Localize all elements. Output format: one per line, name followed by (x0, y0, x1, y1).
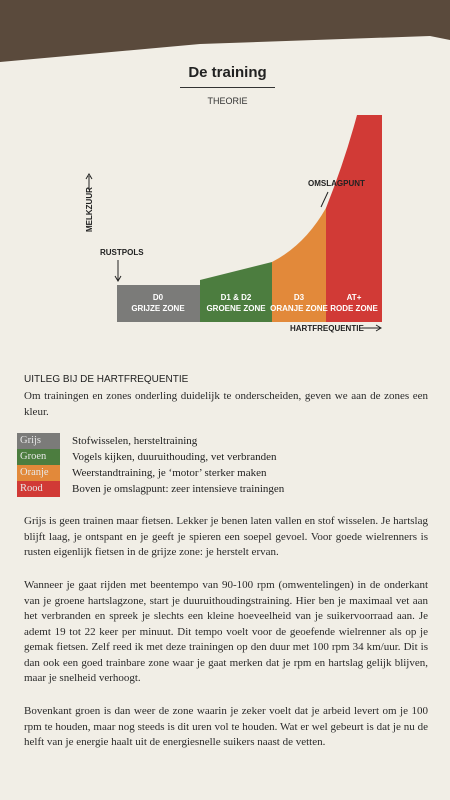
legend-swatch: Groen (17, 449, 60, 465)
zone-label: ORANJE ZONE (270, 304, 328, 313)
arrow-head (114, 275, 122, 282)
legend-swatch: Oranje (17, 465, 60, 481)
zone-code: D3 (294, 293, 305, 302)
legend-text: Boven je omslagpunt: zeer intensieve tra… (72, 483, 285, 495)
legend-swatch: Grijs (17, 433, 60, 449)
legend-text: Weerstandtraining, je ‘motor’ sterker ma… (72, 467, 267, 479)
page-title: De training (188, 64, 267, 81)
zone-code: D1 & D2 (221, 293, 252, 302)
page-subtitle: THEORIE (207, 96, 248, 106)
title-rule (180, 87, 275, 88)
zone-label: RODE ZONE (330, 304, 378, 313)
paragraph: Wanneer je gaat rijden met beentempo van… (24, 579, 428, 684)
zone-code: AT+ (347, 293, 362, 302)
zone-green (200, 262, 272, 322)
paragraph: Bovenkant groen is dan weer de zone waar… (24, 705, 428, 748)
zone-label: GRIJZE ZONE (131, 304, 185, 313)
arrow-head (85, 173, 93, 180)
zone-diagram: D0 GRIJZE ZONE D1 & D2 GROENE ZONE D3 OR… (85, 115, 382, 333)
rest-label: RUSTPOLS (100, 248, 144, 257)
intro-text: Om trainingen en zones onderling duideli… (24, 390, 428, 418)
zone-orange (272, 208, 326, 322)
zone-code: D0 (153, 293, 164, 302)
arrow-head (375, 324, 382, 332)
x-axis-label: HARTFREQUENTIE (290, 324, 364, 333)
legend-text: Vogels kijken, duuruithouding, vet verbr… (72, 451, 277, 463)
threshold-label: OMSLAGPUNT (308, 179, 365, 188)
section-heading: UITLEG BIJ DE HARTFREQUENTIE (24, 374, 189, 385)
legend-swatch: Rood (17, 481, 60, 497)
threshold-arrow (320, 191, 329, 208)
y-axis-label: MELKZUUR (85, 187, 94, 232)
zone-red (326, 115, 382, 322)
legend-text: Stofwisselen, hersteltraining (72, 435, 198, 447)
paragraph: Grijs is geen trainen maar fietsen. Lekk… (24, 515, 428, 558)
zone-gray (117, 285, 200, 322)
zone-label: GROENE ZONE (206, 304, 266, 313)
